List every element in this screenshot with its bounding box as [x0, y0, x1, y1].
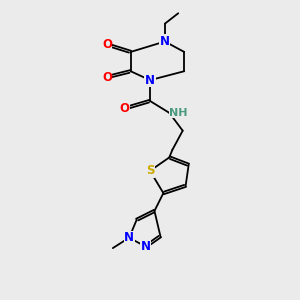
Text: O: O [102, 71, 112, 84]
Text: S: S [146, 164, 154, 177]
Text: N: N [160, 35, 170, 48]
Text: N: N [140, 240, 151, 253]
Text: NH: NH [169, 108, 188, 118]
Text: O: O [120, 102, 130, 115]
Text: O: O [102, 38, 112, 51]
Text: N: N [145, 74, 155, 87]
Text: N: N [124, 231, 134, 244]
